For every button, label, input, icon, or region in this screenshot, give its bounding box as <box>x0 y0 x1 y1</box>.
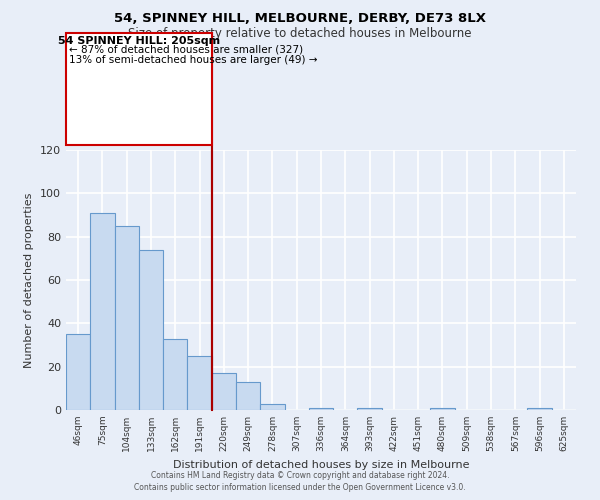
Y-axis label: Number of detached properties: Number of detached properties <box>25 192 34 368</box>
Bar <box>358 408 382 410</box>
Text: 13% of semi-detached houses are larger (49) →: 13% of semi-detached houses are larger (… <box>69 55 317 65</box>
Bar <box>187 356 212 410</box>
Bar <box>90 213 115 410</box>
Bar <box>430 408 455 410</box>
Bar <box>260 404 284 410</box>
Bar <box>139 250 163 410</box>
Bar <box>163 338 187 410</box>
Bar <box>115 226 139 410</box>
Bar <box>309 408 333 410</box>
Text: 54 SPINNEY HILL: 205sqm: 54 SPINNEY HILL: 205sqm <box>58 36 220 46</box>
Text: Contains HM Land Registry data © Crown copyright and database right 2024.: Contains HM Land Registry data © Crown c… <box>151 471 449 480</box>
X-axis label: Distribution of detached houses by size in Melbourne: Distribution of detached houses by size … <box>173 460 469 469</box>
Bar <box>527 408 552 410</box>
Bar <box>236 382 260 410</box>
Text: 54, SPINNEY HILL, MELBOURNE, DERBY, DE73 8LX: 54, SPINNEY HILL, MELBOURNE, DERBY, DE73… <box>114 12 486 26</box>
Text: Contains public sector information licensed under the Open Government Licence v3: Contains public sector information licen… <box>134 484 466 492</box>
Text: ← 87% of detached houses are smaller (327): ← 87% of detached houses are smaller (32… <box>69 45 303 55</box>
Text: Size of property relative to detached houses in Melbourne: Size of property relative to detached ho… <box>128 28 472 40</box>
Bar <box>66 334 90 410</box>
Bar <box>212 373 236 410</box>
